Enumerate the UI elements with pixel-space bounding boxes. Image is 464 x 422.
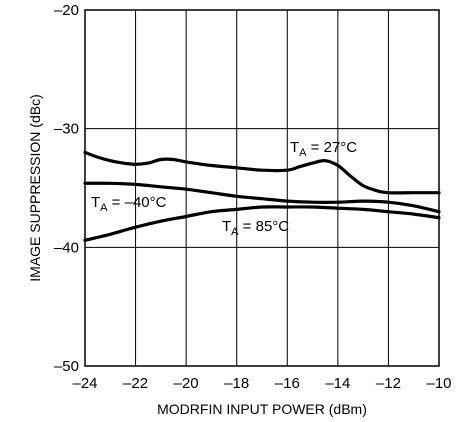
series-label-85c: TA = 85°C: [222, 218, 289, 238]
series-label-27c: TA = 27°C: [290, 139, 357, 159]
x-axis-label: MODRFIN INPUT POWER (dBm): [157, 401, 367, 417]
plot-frame: [84, 9, 440, 367]
y-tick-label: –50: [54, 358, 79, 375]
curves: [83, 150, 441, 242]
curve-ta-minus40c: [83, 181, 441, 214]
curve-ta-85c: [83, 205, 441, 242]
x-tick-label: –24: [72, 375, 97, 392]
grid: [85, 10, 439, 366]
x-tick-label: –22: [123, 375, 148, 392]
x-tick-label: –18: [224, 375, 249, 392]
x-tick-label: –16: [275, 375, 300, 392]
y-tick-label: –20: [54, 2, 79, 19]
x-tick-label: –20: [174, 375, 199, 392]
curve-ta-27c: [83, 150, 441, 195]
tick-labels: –24 –22 –20 –18 –16 –14 –12 –10 –50 –40 –30 –20: [54, 2, 452, 392]
y-tick-label: –30: [54, 121, 79, 138]
x-tick-label: –12: [376, 375, 401, 392]
y-tick-label: –40: [54, 239, 79, 256]
x-tick-label: –14: [325, 375, 350, 392]
series-label-minus40c: TA = –40°C: [91, 194, 167, 214]
y-axis-label: IMAGE SUPPRESSION (dBc): [27, 94, 43, 281]
x-tick-label: –10: [426, 375, 451, 392]
